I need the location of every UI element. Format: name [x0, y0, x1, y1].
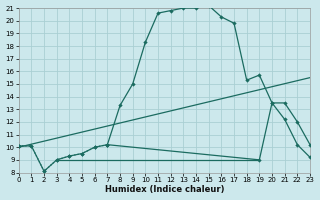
X-axis label: Humidex (Indice chaleur): Humidex (Indice chaleur): [105, 185, 224, 194]
